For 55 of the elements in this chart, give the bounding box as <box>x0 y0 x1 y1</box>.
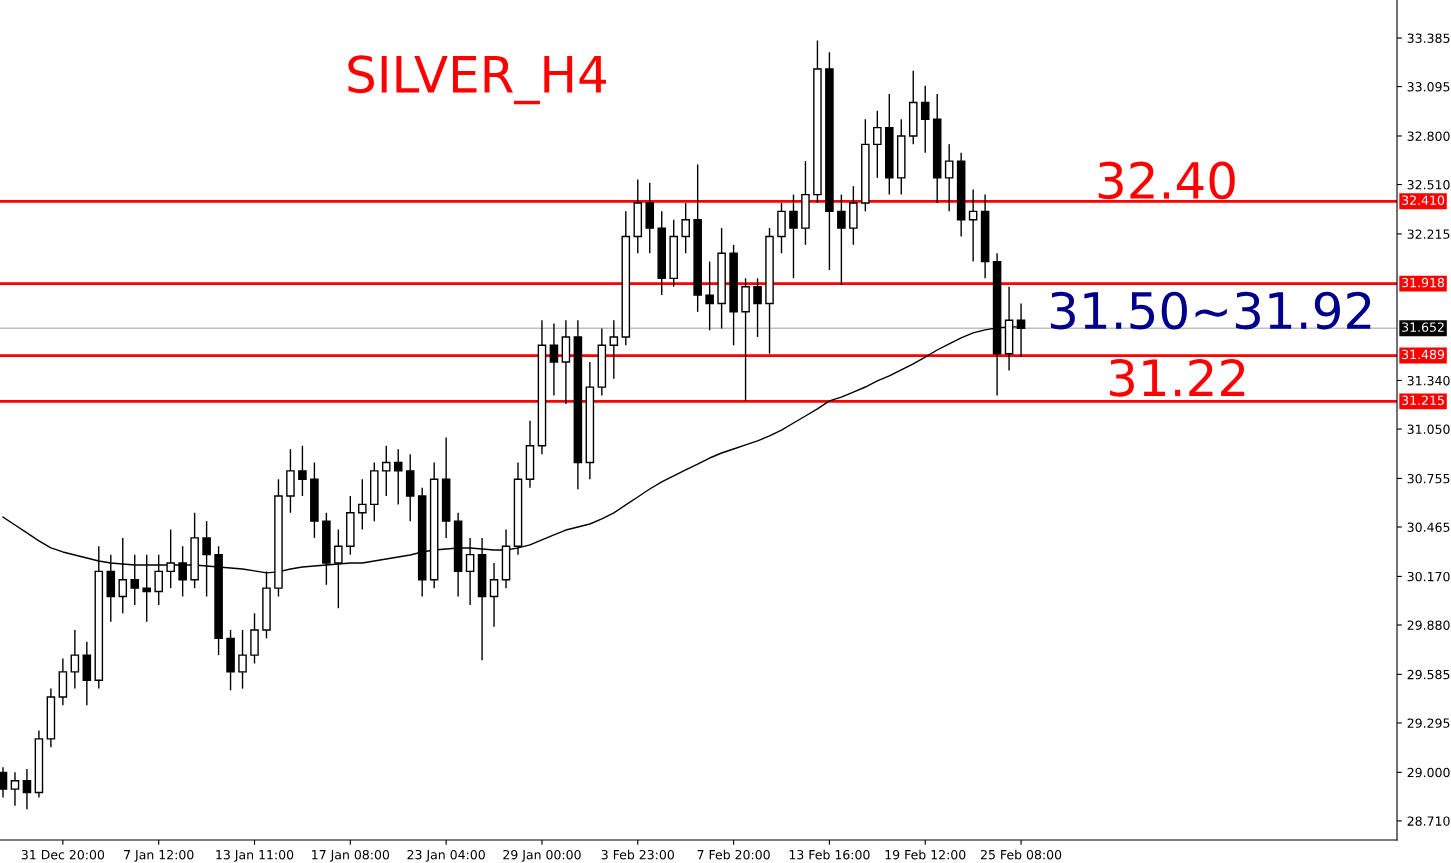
candlestick <box>944 143 954 213</box>
y-tick-label: 32.510 <box>1407 180 1450 190</box>
candlestick <box>10 771 20 807</box>
ref-line-label: 32.410 <box>1402 195 1445 205</box>
candlestick <box>789 193 798 280</box>
x-tick-label: 19 Feb 12:00 <box>885 849 966 860</box>
candlestick <box>0 766 8 799</box>
y-tick-label: 30.170 <box>1407 571 1450 582</box>
candlestick <box>609 319 619 380</box>
y-tick-label: 30.465 <box>1407 522 1450 532</box>
candlestick <box>489 562 499 628</box>
text: 32.40 <box>1098 161 1235 200</box>
y-tick-label: 29.880 <box>1407 620 1450 630</box>
x-tick-label: 29 Jan 00:00 <box>503 849 581 862</box>
candlestick <box>298 445 307 497</box>
candlestick <box>705 260 714 331</box>
x-tick-label: 7 Jan 12:00 <box>124 849 194 862</box>
candlestick <box>681 202 690 254</box>
candlestick <box>381 445 391 497</box>
x-tick-label: 13 Feb 16:00 <box>789 849 870 860</box>
y-tick-label: 33.385 <box>1407 33 1450 43</box>
y-tick-label: 31.340 <box>1407 375 1450 386</box>
text: 31.22 <box>1109 358 1245 397</box>
y-tick-label: 29.585 <box>1407 669 1450 680</box>
ref-line-label: 31.652 <box>1402 322 1444 332</box>
ref-line-label: 31.215 <box>1402 395 1444 406</box>
candlestick <box>837 193 846 286</box>
candlestick <box>753 277 762 338</box>
x-tick-label: 13 Jan 11:00 <box>216 849 294 862</box>
y-tick-label: 29.295 <box>1407 718 1450 728</box>
x-tick-label: 17 Jan 08:00 <box>312 849 390 862</box>
y-tick-label: 31.050 <box>1407 424 1450 434</box>
x-tick-label: 3 Feb 23:00 <box>601 849 674 860</box>
candlestick <box>22 768 32 810</box>
candlestick <box>70 629 80 690</box>
candlestick <box>238 629 247 690</box>
y-tick-label: 29.000 <box>1407 767 1450 778</box>
y-tick-label: 30.755 <box>1407 473 1450 484</box>
y-tick-label: 32.800 <box>1407 131 1450 141</box>
ref-line-label: 31.489 <box>1402 349 1445 360</box>
x-tick-label: 31 Dec 20:00 <box>21 849 105 860</box>
text: SILVER_H4 <box>348 55 607 105</box>
ref-line-label: 31.918 <box>1402 277 1445 288</box>
x-tick-label: 25 Feb 08:00 <box>980 849 1062 860</box>
y-tick-label: 28.710 <box>1407 816 1450 826</box>
text: 31.50~31.92 <box>1050 291 1371 330</box>
x-tick-label: 7 Feb 20:00 <box>697 849 770 860</box>
x-tick-label: 23 Jan 04:00 <box>407 849 485 862</box>
y-tick-label: 33.095 <box>1407 82 1450 92</box>
candlestick <box>873 110 882 179</box>
y-tick-label: 32.215 <box>1407 229 1450 239</box>
candlestick <box>549 322 559 397</box>
candlestick <box>393 448 403 506</box>
candlestick <box>358 478 367 531</box>
candlestick <box>920 85 930 154</box>
